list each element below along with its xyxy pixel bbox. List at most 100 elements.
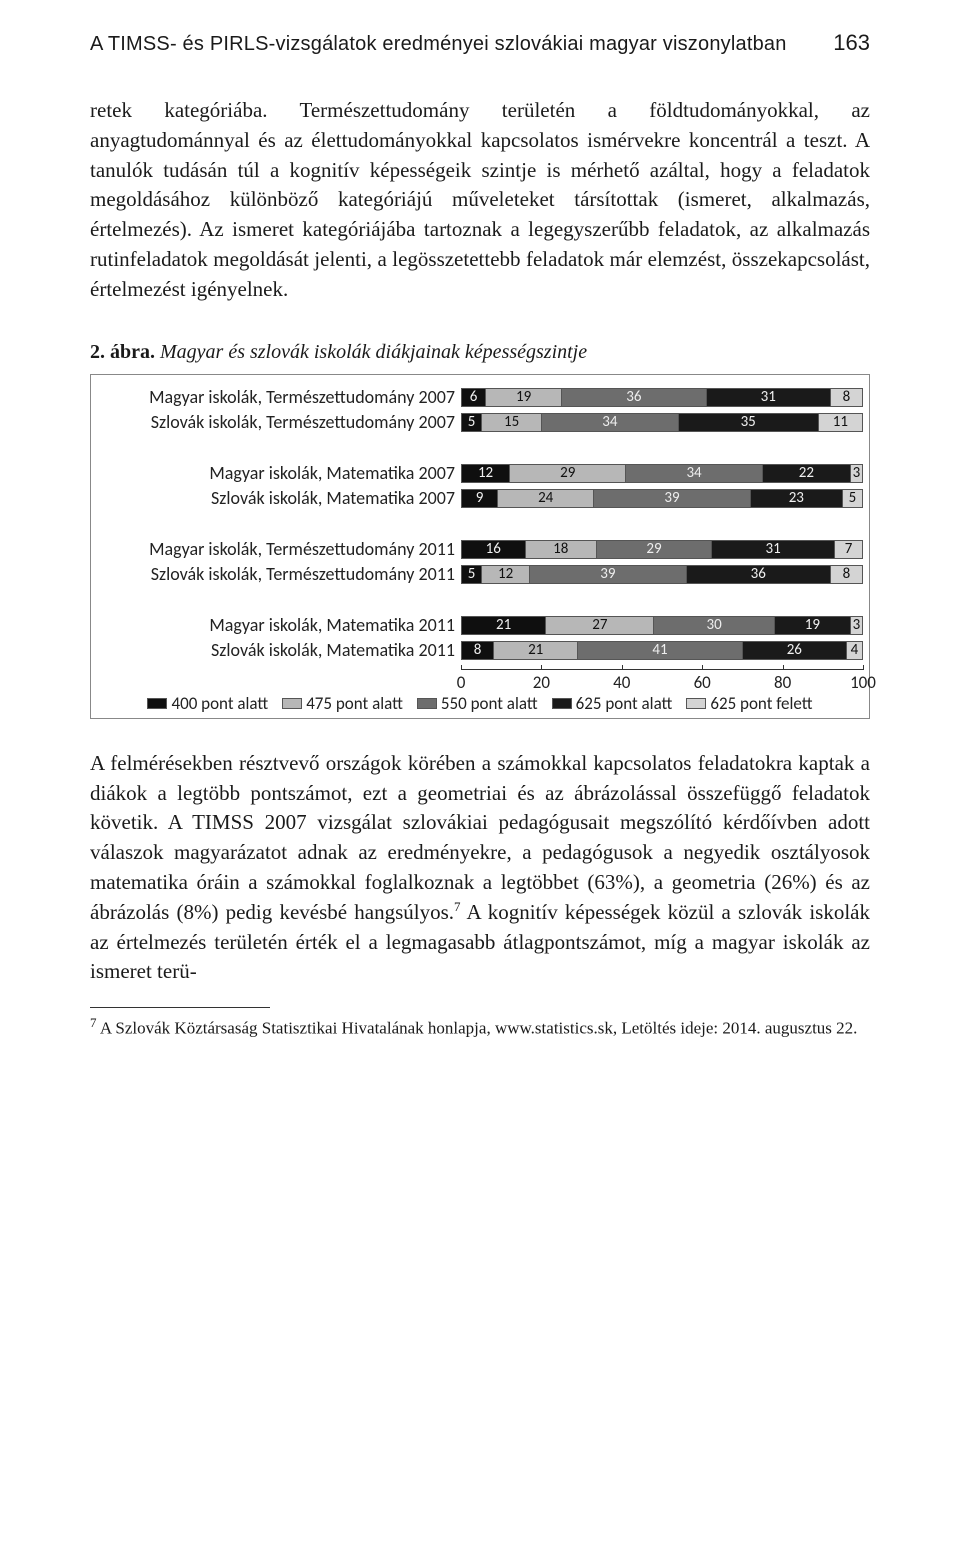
row-label: Szlovák iskolák, Matematika 2007 bbox=[97, 487, 461, 509]
axis-tick-label: 80 bbox=[774, 672, 791, 693]
bar-segment: 39 bbox=[529, 566, 685, 583]
bar-track: 92439235 bbox=[461, 489, 863, 508]
chart-row: Szlovák iskolák, Természettudomány 20115… bbox=[97, 562, 863, 587]
bar-segment: 26 bbox=[742, 642, 846, 659]
bar-segment: 27 bbox=[545, 617, 653, 634]
chart-row: Magyar iskolák, Matematika 2011212730193 bbox=[97, 613, 863, 638]
axis-tick-label: 60 bbox=[694, 672, 711, 693]
legend-item: 625 pont alatt bbox=[552, 693, 673, 714]
running-head-title: A TIMSS- és PIRLS-vizsgálatok eredményei… bbox=[90, 33, 787, 56]
bar-segment: 23 bbox=[750, 490, 842, 507]
axis-tick-label: 20 bbox=[533, 672, 550, 693]
axis-tick-label: 0 bbox=[457, 672, 466, 693]
figure-number: 2. ábra. bbox=[90, 341, 155, 363]
bar-segment: 7 bbox=[834, 541, 862, 558]
bar-segment: 5 bbox=[461, 566, 481, 583]
row-label: Szlovák iskolák, Természettudomány 2011 bbox=[97, 563, 461, 585]
bar-segment: 3 bbox=[850, 617, 862, 634]
bar-track: 515343511 bbox=[461, 413, 863, 432]
bar-segment: 4 bbox=[846, 642, 862, 659]
bar-segment: 3 bbox=[850, 465, 862, 482]
legend-swatch bbox=[147, 698, 167, 709]
bar-segment: 21 bbox=[493, 642, 577, 659]
bar-segment: 34 bbox=[625, 465, 761, 482]
legend-label: 475 pont alatt bbox=[306, 693, 403, 714]
footnote-7: 7 A Szlovák Köztársaság Statisztikai Hiv… bbox=[90, 1014, 870, 1041]
bar-segment: 8 bbox=[830, 566, 862, 583]
bar-segment: 22 bbox=[762, 465, 850, 482]
legend-item: 400 pont alatt bbox=[147, 693, 268, 714]
legend-item: 625 pont felett bbox=[686, 693, 812, 714]
bar-segment: 31 bbox=[706, 389, 830, 406]
bar-segment: 6 bbox=[461, 389, 485, 406]
bar-segment: 8 bbox=[461, 642, 493, 659]
bar-segment: 34 bbox=[541, 414, 677, 431]
bar-segment: 9 bbox=[461, 490, 497, 507]
row-label: Magyar iskolák, Természettudomány 2007 bbox=[97, 386, 461, 408]
axis-tick-label: 40 bbox=[613, 672, 630, 693]
chart-row: Szlovák iskolák, Matematika 200792439235 bbox=[97, 486, 863, 511]
chart-row: Szlovák iskolák, Matematika 201182141264 bbox=[97, 638, 863, 663]
legend-label: 550 pont alatt bbox=[441, 693, 538, 714]
row-label: Magyar iskolák, Természettudomány 2011 bbox=[97, 538, 461, 560]
row-label: Szlovák iskolák, Természettudomány 2007 bbox=[97, 411, 461, 433]
legend-label: 625 pont felett bbox=[710, 693, 812, 714]
bar-segment: 19 bbox=[485, 389, 561, 406]
bar-track: 61936318 bbox=[461, 388, 863, 407]
figure-title: Magyar és szlovák iskolák diákjainak kép… bbox=[160, 341, 587, 363]
row-label: Magyar iskolák, Matematika 2011 bbox=[97, 614, 461, 636]
footnote-rule bbox=[90, 1007, 270, 1008]
bar-segment: 36 bbox=[561, 389, 705, 406]
figure-caption: 2. ábra. Magyar és szlovák iskolák diákj… bbox=[90, 341, 870, 364]
bar-segment: 29 bbox=[509, 465, 625, 482]
chart-row: Magyar iskolák, Természettudomány 201116… bbox=[97, 537, 863, 562]
footnote-text: A Szlovák Köztársaság Statisztikai Hivat… bbox=[100, 1019, 858, 1038]
bar-track: 82141264 bbox=[461, 641, 863, 660]
bar-segment: 12 bbox=[461, 465, 509, 482]
bar-track: 122934223 bbox=[461, 464, 863, 483]
bar-segment: 24 bbox=[497, 490, 593, 507]
row-label: Szlovák iskolák, Matematika 2011 bbox=[97, 639, 461, 661]
stacked-bar-chart: Magyar iskolák, Természettudomány 200761… bbox=[90, 374, 870, 719]
legend-item: 475 pont alatt bbox=[282, 693, 403, 714]
chart-legend: 400 pont alatt 475 pont alatt 550 pont ala… bbox=[97, 693, 863, 714]
bar-track: 212730193 bbox=[461, 616, 863, 635]
page-number: 163 bbox=[833, 30, 870, 56]
legend-label: 400 pont alatt bbox=[171, 693, 268, 714]
row-label: Magyar iskolák, Matematika 2007 bbox=[97, 462, 461, 484]
chart-row: Magyar iskolák, Matematika 2007122934223 bbox=[97, 461, 863, 486]
legend-swatch bbox=[282, 698, 302, 709]
axis-tick-label: 100 bbox=[850, 672, 876, 693]
bar-segment: 8 bbox=[830, 389, 862, 406]
footnote-marker: 7 bbox=[90, 1015, 97, 1030]
x-axis: 020406080100 bbox=[97, 669, 863, 691]
bar-segment: 19 bbox=[774, 617, 850, 634]
bar-segment: 30 bbox=[653, 617, 773, 634]
bar-segment: 12 bbox=[481, 566, 529, 583]
paragraph-1: retek kategóriába. Természettudomány ter… bbox=[90, 96, 870, 305]
bar-segment: 21 bbox=[461, 617, 545, 634]
bar-segment: 18 bbox=[525, 541, 596, 558]
bar-segment: 5 bbox=[461, 414, 481, 431]
paragraph-2: A felmérésekben résztvevő országok köréb… bbox=[90, 749, 870, 988]
bar-segment: 15 bbox=[481, 414, 541, 431]
legend-label: 625 pont alatt bbox=[576, 693, 673, 714]
legend-swatch bbox=[417, 698, 437, 709]
legend-swatch bbox=[686, 698, 706, 709]
bar-track: 161829317 bbox=[461, 540, 863, 559]
running-header: A TIMSS- és PIRLS-vizsgálatok eredményei… bbox=[90, 30, 870, 56]
bar-segment: 31 bbox=[711, 541, 834, 558]
bar-segment: 36 bbox=[686, 566, 830, 583]
chart-row: Magyar iskolák, Természettudomány 200761… bbox=[97, 385, 863, 410]
bar-segment: 39 bbox=[593, 490, 749, 507]
bar-segment: 11 bbox=[818, 414, 862, 431]
bar-segment: 41 bbox=[577, 642, 741, 659]
legend-item: 550 pont alatt bbox=[417, 693, 538, 714]
legend-swatch bbox=[552, 698, 572, 709]
bar-segment: 5 bbox=[842, 490, 862, 507]
chart-row: Szlovák iskolák, Természettudomány 20075… bbox=[97, 410, 863, 435]
bar-track: 51239368 bbox=[461, 565, 863, 584]
bar-segment: 29 bbox=[596, 541, 711, 558]
bar-segment: 35 bbox=[678, 414, 818, 431]
bar-segment: 16 bbox=[461, 541, 525, 558]
